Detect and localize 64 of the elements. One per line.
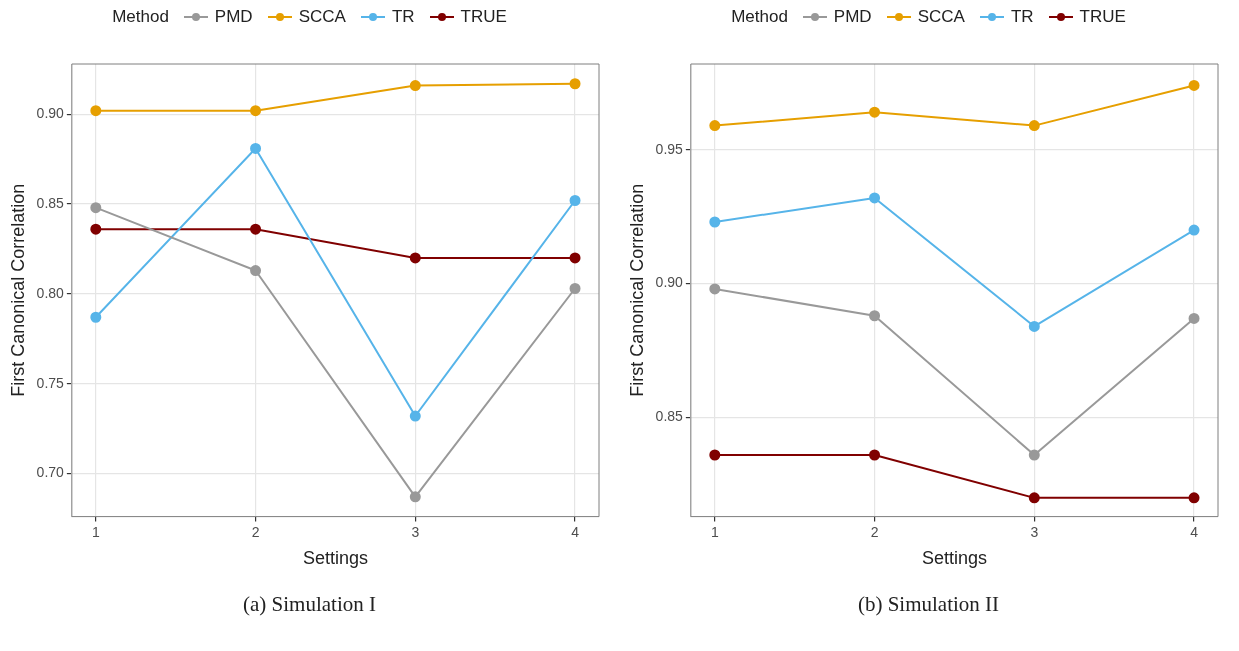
point — [569, 78, 581, 90]
point — [1028, 120, 1040, 132]
point — [869, 310, 881, 322]
point — [1028, 449, 1040, 461]
point — [1028, 492, 1040, 504]
y-tick-label: 0.85 — [655, 408, 684, 425]
point — [1028, 320, 1040, 332]
y-tick-label: 0.95 — [655, 140, 684, 157]
point — [1188, 79, 1200, 91]
legend-label: PMD — [833, 7, 872, 27]
point — [709, 216, 721, 228]
x-axis-title: Settings — [302, 548, 368, 569]
point — [869, 449, 881, 461]
point — [250, 105, 262, 117]
legend-label: PMD — [214, 7, 253, 27]
point — [869, 192, 881, 204]
legend-label: SCCA — [298, 7, 346, 27]
point — [569, 252, 581, 264]
point — [250, 265, 262, 277]
point — [1188, 224, 1200, 236]
point — [90, 311, 102, 323]
point — [569, 195, 581, 206]
x-axis-title: Settings — [921, 548, 987, 569]
legend-label: TR — [1010, 7, 1034, 27]
point — [709, 283, 721, 295]
point — [90, 202, 102, 214]
point — [250, 223, 262, 235]
point — [90, 105, 102, 117]
point — [250, 142, 262, 154]
x-tick-label: 1 — [91, 523, 100, 540]
point — [409, 491, 421, 503]
x-tick-label: 1 — [710, 523, 719, 540]
y-tick-label: 0.85 — [36, 194, 65, 211]
y-axis-title: First Canonical Correlation — [7, 183, 28, 397]
legend-label: TR — [391, 7, 415, 27]
point — [569, 283, 581, 294]
x-tick-label: 4 — [1190, 523, 1199, 540]
point — [1188, 492, 1200, 504]
text: (a) Simulation I — [242, 592, 377, 617]
point — [409, 252, 421, 264]
y-tick-label: 0.90 — [36, 105, 65, 122]
legend-label: TRUE — [1079, 7, 1126, 27]
x-tick-label: 2 — [870, 523, 879, 540]
y-tick-label: 0.70 — [36, 464, 65, 481]
point — [409, 410, 421, 422]
y-tick-label: 0.80 — [36, 284, 65, 301]
point — [869, 106, 881, 118]
point — [90, 223, 102, 235]
y-tick-label: 0.90 — [655, 274, 684, 291]
x-tick-label: 2 — [251, 523, 260, 540]
point — [1188, 312, 1200, 324]
point — [709, 120, 721, 132]
legend-label: TRUE — [460, 7, 507, 27]
x-tick-label: 3 — [1030, 523, 1039, 540]
legend-label: SCCA — [917, 7, 965, 27]
x-tick-label: 4 — [571, 523, 580, 540]
point — [409, 80, 421, 92]
text: (b) Simulation II — [856, 592, 1001, 617]
x-tick-label: 3 — [411, 523, 420, 540]
y-tick-label: 0.75 — [36, 374, 65, 391]
legend-title: Method — [112, 7, 169, 27]
legend-title: Method — [731, 7, 788, 27]
point — [709, 449, 721, 461]
y-axis-title: First Canonical Correlation — [626, 183, 647, 397]
